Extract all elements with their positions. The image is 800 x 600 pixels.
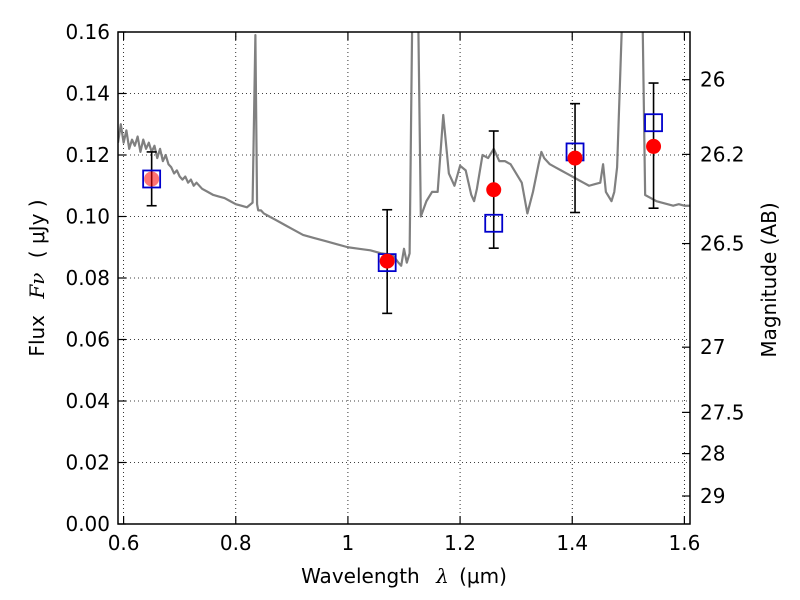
- observed-flux-point: [486, 182, 502, 198]
- x-axis-label: Wavelength λ (μm): [301, 564, 507, 588]
- y-tick-label: 0.00: [65, 512, 110, 536]
- y-axis-label: Flux Fν ( μJy ): [25, 199, 49, 356]
- x-tick-label: 1.2: [444, 531, 476, 555]
- right-tick-label: 26.2: [700, 142, 745, 166]
- right-tick-label: 27.5: [700, 400, 745, 424]
- observed-flux-point: [379, 253, 395, 269]
- right-tick-label: 26: [700, 68, 725, 92]
- tick-labels: 0.6 0.8 1 1.2 1.4 1.6 0.00 0.02 0.04 0.06 0.08 0.10…: [65, 20, 744, 555]
- right-axis-label: Magnitude (AB): [757, 202, 781, 357]
- axes-frame: [117, 31, 691, 525]
- right-tick-label: 27: [700, 335, 725, 359]
- x-tick-label: 1.4: [556, 531, 588, 555]
- x-tick-label: 0.6: [108, 531, 140, 555]
- y-tick-label: 0.14: [65, 82, 110, 106]
- x-tick-label: 1.6: [668, 531, 700, 555]
- model-photometry-square: [484, 213, 504, 233]
- observed-flux-point: [646, 138, 662, 154]
- y-tick-label: 0.04: [65, 389, 110, 413]
- observed-flux-point: [567, 150, 583, 166]
- right-tick-label: 26.5: [700, 232, 745, 256]
- y-axis-label-unit: ( μJy ): [25, 199, 49, 258]
- observed-flux-point: [144, 171, 160, 187]
- tick-marks: [118, 31, 690, 525]
- model-photometry-square: [142, 169, 162, 189]
- y-axis-label-prefix: Flux: [25, 315, 49, 357]
- model-spectrum-line: [118, 32, 690, 267]
- right-tick-label: 29: [700, 484, 725, 508]
- model-photometry-square: [644, 113, 663, 133]
- x-axis-label-symbol: λ: [435, 564, 449, 588]
- x-tick-label: 0.8: [220, 531, 252, 555]
- y-tick-label: 0.16: [65, 20, 110, 44]
- y-axis-label-symbol: Fν: [25, 273, 49, 300]
- y-tick-label: 0.12: [65, 143, 110, 167]
- x-axis-label-unit: (μm): [459, 564, 507, 588]
- grid-lines: [118, 31, 690, 525]
- y-tick-label: 0.08: [65, 266, 110, 290]
- x-tick-label: 1: [342, 531, 355, 555]
- right-tick-label: 28: [700, 442, 725, 466]
- plot-area: [118, 32, 690, 315]
- x-axis-label-prefix: Wavelength: [301, 564, 420, 588]
- y-tick-label: 0.02: [65, 451, 110, 475]
- y-tick-label: 0.06: [65, 328, 110, 352]
- y-tick-label: 0.10: [65, 205, 110, 229]
